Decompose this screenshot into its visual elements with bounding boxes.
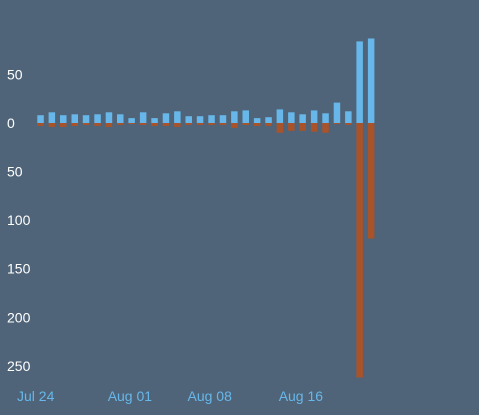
positive-bar-20: [265, 117, 272, 123]
positive-bar-21: [276, 109, 284, 123]
y-tick-label: 100: [7, 212, 31, 228]
negative-bar-2: [60, 123, 67, 127]
negative-bar-19: [253, 123, 261, 126]
positive-bar-24: [310, 110, 318, 123]
negative-bar-5: [94, 123, 101, 126]
negative-bar-1: [48, 123, 56, 127]
negative-bar-12: [174, 123, 181, 127]
negative-bar-3: [71, 123, 78, 126]
y-tick-label: 50: [7, 66, 23, 82]
negative-bar-0: [37, 123, 44, 126]
negative-bar-18: [242, 123, 249, 125]
negative-bar-4: [82, 123, 90, 125]
positive-bar-26: [333, 102, 341, 123]
positive-bar-19: [253, 118, 261, 123]
x-axis-ticks: Jul 24 Aug 01 Aug 08 Aug 16: [17, 388, 323, 404]
y-tick-label: 50: [7, 164, 23, 180]
positive-bar-1: [48, 112, 56, 123]
negative-bar-27: [345, 123, 352, 125]
positive-bar-7: [117, 114, 124, 123]
negative-bar-20: [265, 123, 272, 126]
y-tick-label: 0: [7, 115, 15, 131]
positive-bar-28: [356, 41, 363, 123]
negative-bar-10: [151, 123, 158, 126]
y-axis-ticks: 250 200 150 100 50 0 50: [7, 66, 31, 374]
negative-bar-24: [310, 123, 318, 132]
negative-bar-11: [162, 123, 170, 126]
x-tick-label: Aug 08: [188, 388, 233, 404]
negative-bar-23: [299, 123, 306, 131]
positive-bar-9: [139, 112, 147, 123]
positive-bar-6: [105, 112, 113, 123]
negative-bar-17: [231, 123, 238, 128]
positive-bar-13: [185, 116, 192, 123]
positive-bar-2: [60, 115, 67, 123]
negative-bar-16: [219, 123, 227, 125]
negative-bar-7: [117, 123, 124, 125]
negative-bar-13: [185, 123, 192, 125]
positive-bar-4: [82, 115, 90, 123]
negative-bar-26: [333, 123, 341, 124]
negative-bar-25: [322, 123, 329, 133]
negative-bar-8: [128, 123, 135, 124]
negative-bar-21: [276, 123, 284, 133]
positive-bar-0: [37, 115, 44, 123]
positive-bar-22: [288, 112, 295, 123]
positive-bar-18: [242, 110, 249, 123]
positive-bar-17: [231, 111, 238, 123]
positive-bar-5: [94, 114, 101, 123]
positive-bar-11: [162, 113, 170, 123]
negative-bar-22: [288, 123, 295, 131]
positive-bar-27: [345, 111, 352, 123]
positive-bar-12: [174, 111, 181, 123]
y-tick-label: 200: [7, 309, 31, 325]
positive-bar-10: [151, 118, 158, 123]
y-tick-label: 150: [7, 261, 31, 277]
x-tick-label: Jul 24: [17, 388, 55, 404]
positive-bar-14: [196, 116, 204, 123]
negative-bar-29: [367, 123, 375, 239]
negative-bar-6: [105, 123, 113, 127]
positive-bar-25: [322, 113, 329, 123]
x-tick-label: Aug 01: [108, 388, 153, 404]
negative-bar-14: [196, 123, 204, 125]
y-tick-label: 250: [7, 358, 31, 374]
bars-group: [37, 38, 375, 378]
positive-bar-8: [128, 118, 135, 123]
positive-bar-23: [299, 114, 306, 123]
x-tick-label: Aug 16: [279, 388, 324, 404]
negative-bar-15: [208, 123, 215, 125]
positive-bar-29: [367, 38, 375, 123]
negative-bar-9: [139, 123, 147, 125]
negative-bar-28: [356, 123, 363, 378]
positive-bar-3: [71, 114, 78, 123]
positive-bar-16: [219, 115, 227, 123]
positive-bar-15: [208, 115, 215, 123]
